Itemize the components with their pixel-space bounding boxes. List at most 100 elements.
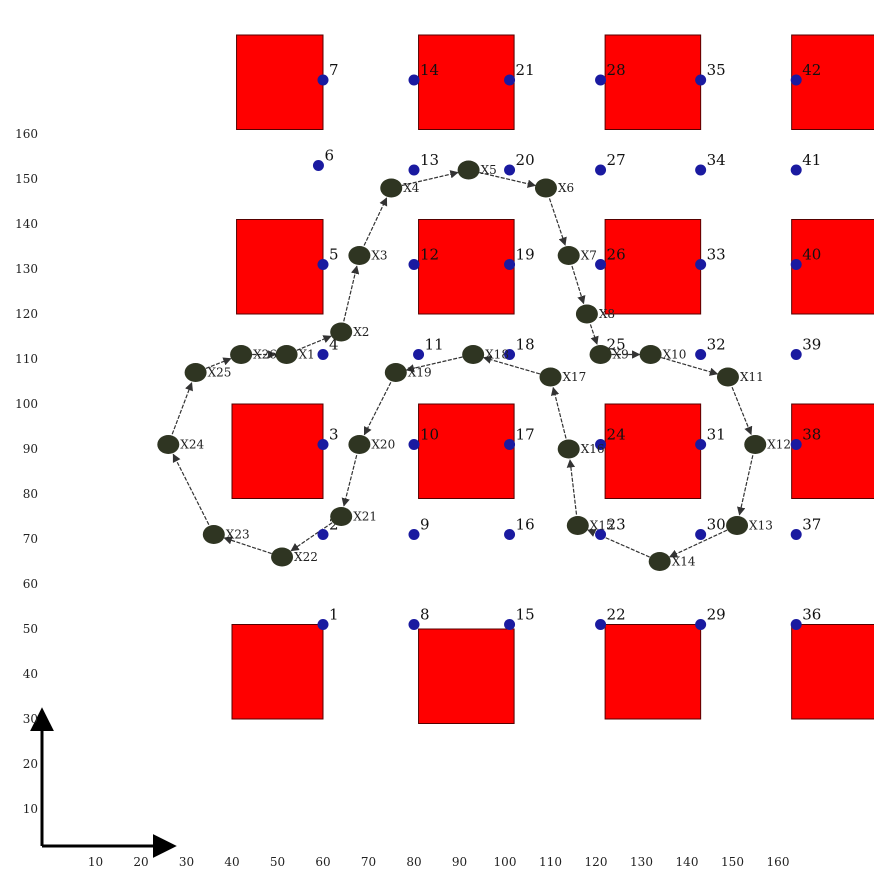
x-tick-130: 130 — [630, 855, 653, 869]
waypoint-X15 — [566, 516, 589, 535]
trajectory-layer — [171, 170, 754, 558]
path-segment-X17-X18 — [482, 355, 541, 375]
x-tick-50: 50 — [270, 855, 285, 869]
path-segment-X15-X16 — [566, 459, 578, 515]
y-tick-40: 40 — [23, 667, 38, 681]
waypoint-X22 — [271, 547, 294, 567]
y-tick-90: 90 — [23, 442, 38, 456]
node-label-18: 18 — [516, 336, 535, 354]
obstacle-13 — [236, 34, 324, 130]
node-41 — [790, 164, 802, 176]
path-segment-X4-X5 — [401, 170, 459, 187]
tick-labels-layer: 10 20 30 40 50 60 70 80 90 100 110 120 130 140 150 1601… — [15, 127, 789, 869]
path-segment-X22-X23 — [223, 536, 272, 555]
node-40 — [790, 259, 802, 270]
waypoint-label-X24: X24 — [180, 438, 204, 452]
path-segment-X19-X20 — [363, 382, 392, 436]
nodes-layer: 1234567891011121314151617181920212223242… — [312, 61, 821, 630]
node-32 — [695, 349, 707, 360]
path-segment-X18-X19 — [405, 356, 463, 373]
node-16 — [504, 529, 516, 540]
node-15 — [504, 619, 516, 630]
waypoint-X12 — [744, 435, 767, 454]
node-11 — [413, 349, 425, 360]
node-label-37: 37 — [802, 516, 821, 534]
x-tick-90: 90 — [452, 855, 467, 869]
waypoint-X18 — [462, 345, 485, 364]
node-9 — [408, 529, 420, 540]
node-10 — [408, 439, 420, 450]
path-segment-X20-X21 — [341, 455, 358, 507]
node-29 — [695, 619, 707, 630]
x-tick-140: 140 — [676, 855, 699, 869]
waypoint-label-X5: X5 — [481, 163, 497, 177]
node-label-29: 29 — [707, 606, 726, 624]
waypoint-label-X1: X1 — [299, 348, 315, 362]
path-segment-X24-X25 — [171, 382, 193, 435]
waypoint-label-X7: X7 — [581, 249, 597, 263]
waypoints-layer: X1 X2 X3 X4 X5 X6 X7 X8 X9 X10 X11 X12 X13 X14 X15 X16 X… — [157, 160, 791, 571]
node-2 — [317, 529, 329, 540]
waypoint-X9 — [589, 345, 612, 364]
node-21 — [504, 74, 516, 86]
waypoint-X4 — [380, 178, 403, 198]
y-tick-30: 30 — [23, 712, 38, 726]
waypoint-label-X11: X11 — [740, 370, 764, 384]
node-label-31: 31 — [707, 426, 726, 444]
obstacle-4 — [791, 624, 874, 720]
waypoint-label-X4: X4 — [403, 181, 420, 195]
node-6 — [312, 160, 324, 171]
node-label-27: 27 — [607, 151, 626, 169]
node-label-16: 16 — [516, 516, 535, 534]
node-label-28: 28 — [607, 61, 626, 79]
obstacle-8 — [791, 403, 874, 499]
node-label-14: 14 — [420, 61, 439, 79]
obstacle-6 — [418, 403, 515, 499]
path-segment-X5-X6 — [479, 171, 537, 188]
node-18 — [504, 349, 516, 360]
node-36 — [790, 619, 802, 630]
node-label-12: 12 — [420, 246, 439, 264]
x-tick-160: 160 — [767, 855, 790, 869]
waypoint-label-X17: X17 — [563, 370, 587, 384]
waypoint-X5 — [457, 160, 480, 180]
x-tick-30: 30 — [179, 855, 194, 869]
waypoint-X6 — [534, 178, 557, 198]
waypoint-label-X12: X12 — [767, 438, 791, 452]
y-tick-70: 70 — [23, 532, 38, 546]
node-30 — [695, 529, 707, 540]
node-13 — [408, 164, 420, 176]
waypoint-X20 — [348, 435, 371, 454]
waypoint-label-X10: X10 — [663, 348, 687, 362]
y-tick-120: 120 — [15, 307, 38, 321]
x-tick-40: 40 — [224, 855, 239, 869]
node-label-35: 35 — [707, 61, 726, 79]
node-label-38: 38 — [802, 426, 821, 444]
node-42 — [790, 74, 802, 86]
node-label-36: 36 — [802, 606, 821, 624]
node-28 — [595, 74, 607, 86]
waypoint-label-X26: X26 — [253, 348, 277, 362]
node-35 — [695, 74, 707, 86]
node-label-19: 19 — [516, 246, 535, 264]
y-tick-80: 80 — [23, 487, 38, 501]
waypoint-X26 — [230, 345, 253, 364]
waypoint-label-X19: X19 — [408, 366, 432, 380]
waypoint-label-X25: X25 — [208, 366, 232, 380]
node-label-42: 42 — [802, 61, 821, 79]
waypoint-label-X18: X18 — [485, 348, 509, 362]
node-27 — [595, 164, 607, 176]
node-label-3: 3 — [329, 426, 339, 444]
node-label-21: 21 — [516, 61, 535, 79]
waypoint-X7 — [557, 246, 580, 265]
node-37 — [790, 529, 802, 540]
waypoint-X14 — [648, 552, 671, 571]
x-tick-150: 150 — [721, 855, 744, 869]
node-26 — [595, 259, 607, 270]
waypoint-label-X14: X14 — [672, 555, 696, 569]
node-23 — [595, 529, 607, 540]
node-33 — [695, 259, 707, 270]
node-31 — [695, 439, 707, 450]
y-tick-150: 150 — [15, 172, 38, 186]
obstacle-16 — [791, 34, 874, 130]
